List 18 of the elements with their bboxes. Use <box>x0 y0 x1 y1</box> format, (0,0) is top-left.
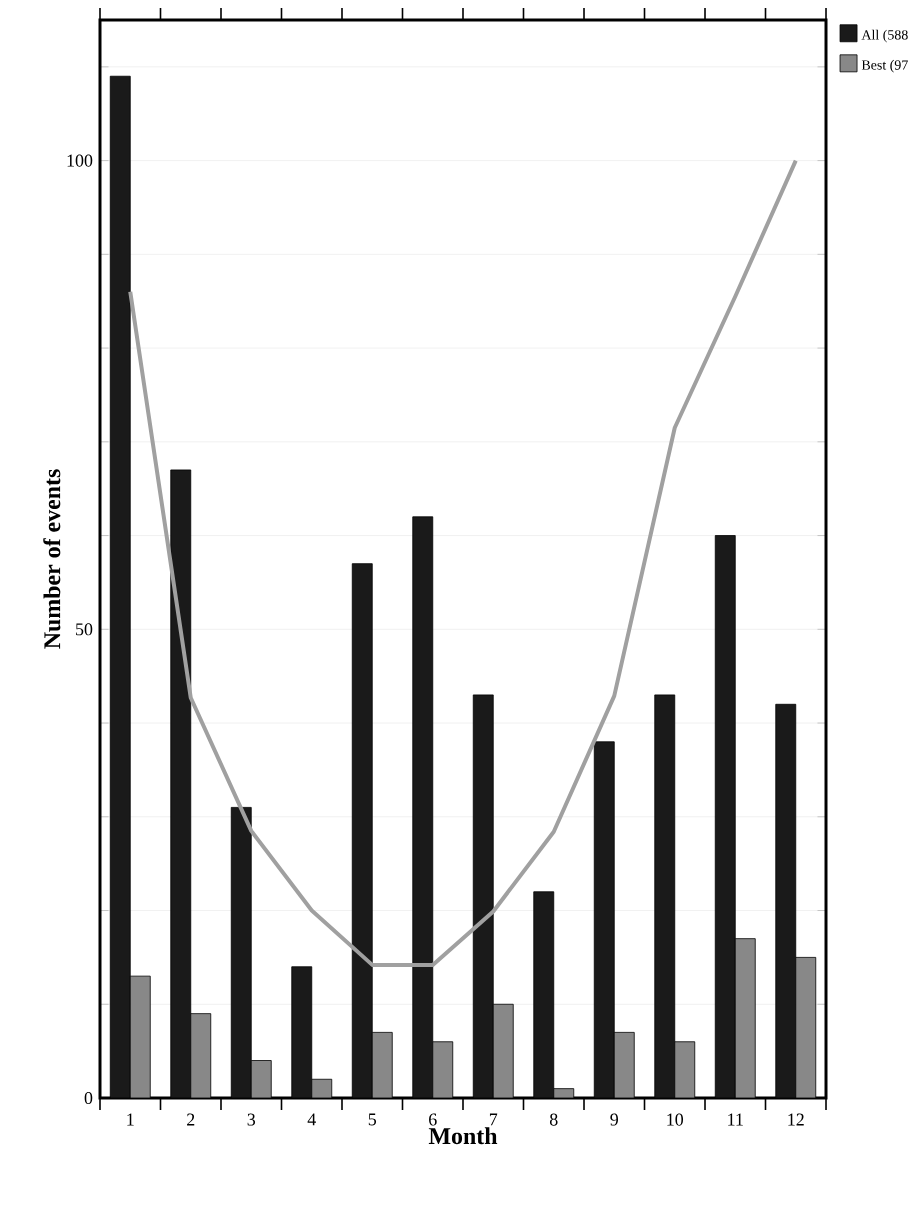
x-tick-label: 11 <box>728 1113 743 1126</box>
x-tick-label: 6 <box>429 1113 437 1126</box>
x-tick-label: 4 <box>307 1113 316 1126</box>
x-axis-title: Month <box>428 1127 498 1145</box>
y-tick-label: 50 <box>76 623 93 636</box>
x-tick-label: 5 <box>368 1113 377 1126</box>
line-series <box>128 158 798 967</box>
y-axis-title: Number of events <box>43 469 61 649</box>
x-tick-label: 7 <box>489 1113 498 1126</box>
x-tick-label: 10 <box>667 1113 684 1126</box>
x-tick-label: 3 <box>247 1113 256 1126</box>
x-tick-label: 12 <box>788 1113 804 1126</box>
x-tick-label: 8 <box>549 1113 558 1126</box>
x-tick-label: 2 <box>187 1113 195 1126</box>
y-tick-label: 100 <box>67 154 93 167</box>
x-tick-label: 1 <box>127 1113 134 1126</box>
x-tick-label: 9 <box>610 1113 618 1126</box>
y-tick-label: 0 <box>84 1091 93 1105</box>
